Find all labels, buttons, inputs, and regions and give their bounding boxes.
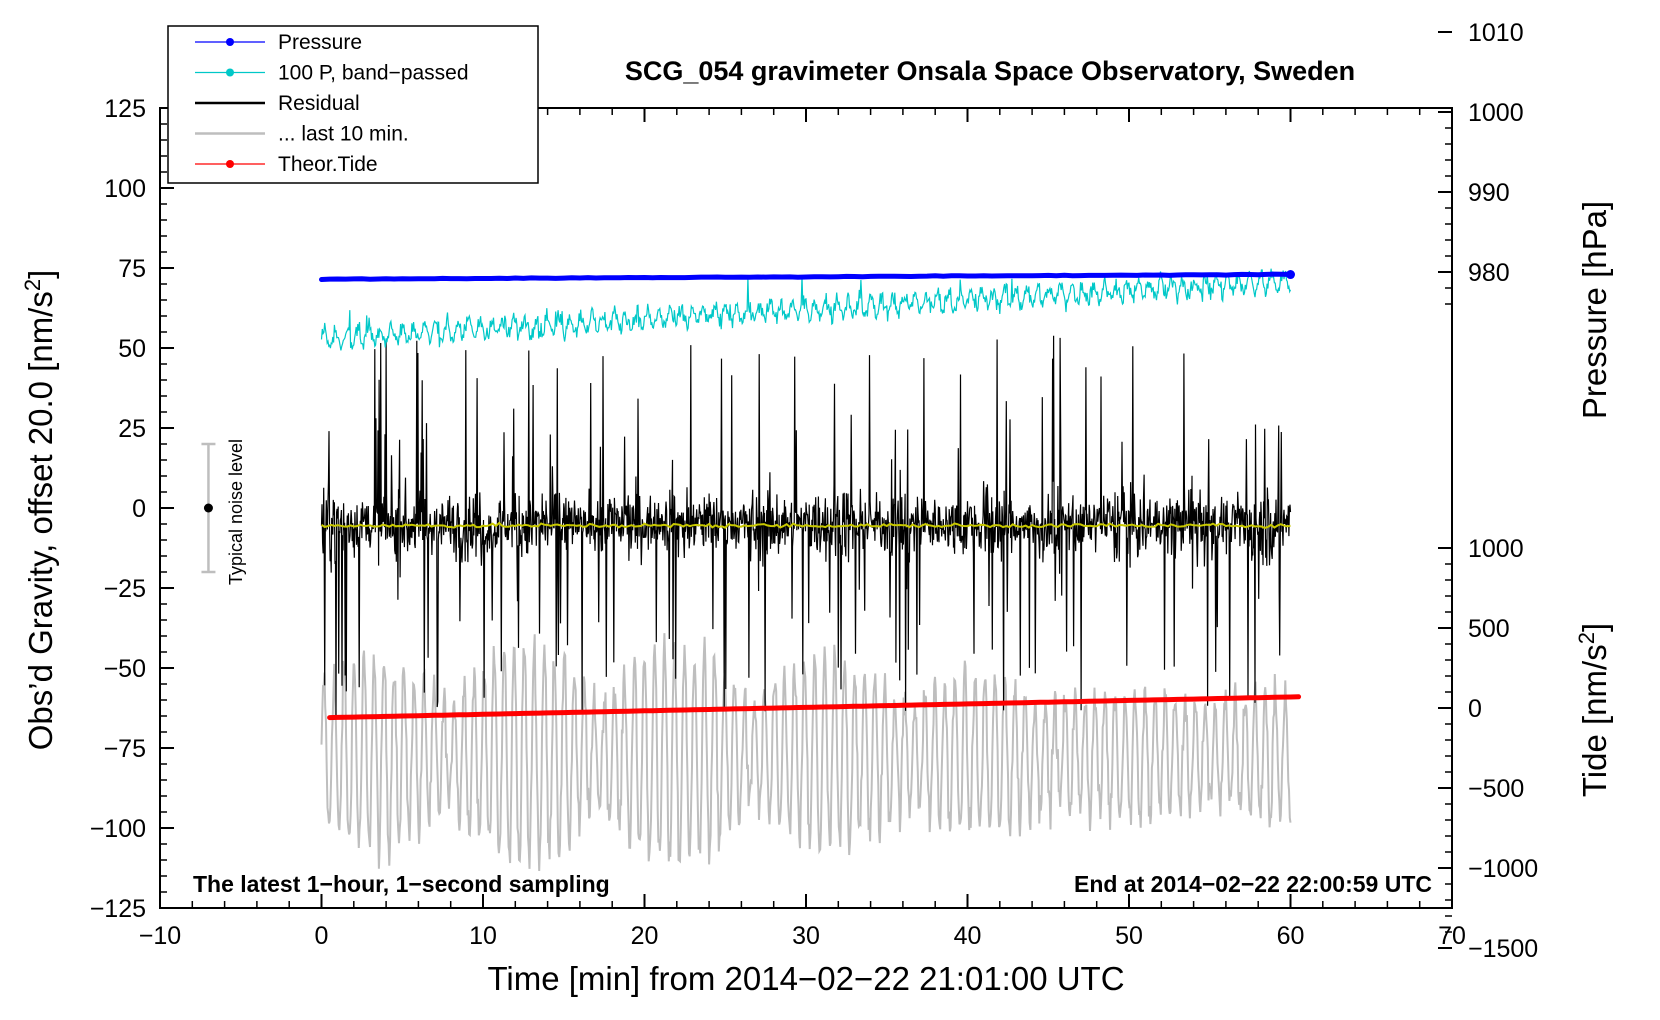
y-axis-label-tide: Tide [nm/s2] xyxy=(1574,623,1613,797)
noise-level-label: Typical noise level xyxy=(226,439,246,585)
y-tick-label: −25 xyxy=(104,575,146,603)
series-bandpassed-pressure xyxy=(320,268,1292,351)
y-axis-label-pressure: Pressure [hPa] xyxy=(1576,201,1613,419)
series-residual xyxy=(320,335,1292,716)
axis-layer: −10 0 10 20 30 40 50 60 70−125−100−75−50−2502550… xyxy=(90,19,1539,963)
pressure-tick-label: 980 xyxy=(1468,259,1510,287)
series-residual-mean xyxy=(320,521,1291,529)
series-pressure xyxy=(319,271,1293,282)
legend-rows: Pressure 100 P, band−passed Residual ... la… xyxy=(195,31,469,176)
x-tick-label: −10 xyxy=(139,922,181,950)
legend-label: Pressure xyxy=(278,31,362,54)
y-tick-label: −50 xyxy=(104,655,146,683)
pressure-tick-label: 1010 xyxy=(1468,19,1524,47)
x-tick-label: 40 xyxy=(954,922,982,950)
tide-tick-label: 1000 xyxy=(1468,535,1524,563)
x-tick-label: 60 xyxy=(1277,922,1305,950)
legend-marker xyxy=(226,68,234,77)
tide-tick-label: 500 xyxy=(1468,615,1510,643)
annotation-sampling: The latest 1−hour, 1−second sampling xyxy=(193,871,610,897)
noise-level-marker xyxy=(201,442,216,574)
y-tick-label: 100 xyxy=(104,175,146,203)
noise-center-dot xyxy=(203,503,213,513)
x-tick-label: 50 xyxy=(1115,922,1143,950)
chart-title: SCG_054 gravimeter Onsala Space Observat… xyxy=(625,56,1355,86)
legend-marker xyxy=(226,160,234,168)
series-last-10-min xyxy=(320,633,1292,872)
y-tick-label: 75 xyxy=(118,255,146,283)
tide-tick-label: −1500 xyxy=(1468,935,1538,963)
x-tick-label: 0 xyxy=(315,922,329,950)
legend-box xyxy=(167,25,539,184)
y-tick-label: 50 xyxy=(118,335,146,363)
y-tick-label: 0 xyxy=(132,495,146,523)
x-tick-label: 70 xyxy=(1438,922,1466,950)
tide-tick-label: −1000 xyxy=(1468,855,1538,883)
y-tick-label: 25 xyxy=(118,415,146,443)
legend-marker xyxy=(226,38,234,46)
pressure-tick-label: 990 xyxy=(1468,179,1510,207)
y-tick-label: −100 xyxy=(90,815,146,843)
y-tick-label: −75 xyxy=(104,735,146,763)
x-axis-label: Time [min] from 2014−02−22 21:01:00 UTC xyxy=(487,960,1124,997)
x-tick-label: 30 xyxy=(792,922,820,950)
series-layer xyxy=(319,268,1302,872)
series-theor-tide xyxy=(327,694,1302,721)
legend-label: Residual xyxy=(278,92,360,115)
legend-label: Theor.Tide xyxy=(278,153,378,176)
legend-label: 100 P, band−passed xyxy=(278,62,469,85)
tide-tick-label: −500 xyxy=(1468,775,1524,803)
y-axis-label-left: Obs’d Gravity, offset 20.0 [nm/s2] xyxy=(20,270,59,751)
legend: Pressure 100 P, band−passed Residual ... la… xyxy=(167,25,539,184)
series-pressure-endpoint xyxy=(1286,270,1295,280)
legend-label: ... last 10 min. xyxy=(278,123,409,146)
x-tick-label: 20 xyxy=(631,922,659,950)
tide-tick-label: 0 xyxy=(1468,695,1482,723)
x-tick-label: 10 xyxy=(469,922,497,950)
annotation-end-time: End at 2014−02−22 22:00:59 UTC xyxy=(1074,871,1432,897)
y-tick-label: −125 xyxy=(90,895,146,923)
pressure-tick-label: 1000 xyxy=(1468,99,1524,127)
y-tick-label: 125 xyxy=(104,95,146,123)
